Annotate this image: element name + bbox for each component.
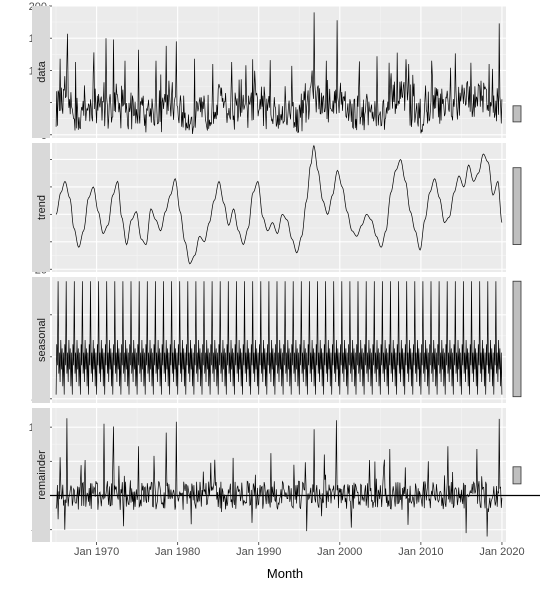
x-tick-label: Jan 1970 bbox=[74, 546, 119, 558]
facet-strip bbox=[32, 6, 50, 138]
range-bar-remainder bbox=[512, 466, 522, 485]
range-bar-seasonal bbox=[512, 280, 522, 398]
x-axis-title: Month bbox=[267, 566, 303, 581]
panel-background bbox=[52, 408, 506, 542]
facet-strip bbox=[32, 143, 50, 272]
panel-background bbox=[52, 143, 506, 272]
facet-label-data: data bbox=[36, 60, 48, 82]
facet-strip bbox=[32, 277, 50, 403]
series-line-seasonal bbox=[55, 281, 503, 395]
range-bar-trend bbox=[512, 167, 522, 245]
range-bar-data bbox=[512, 105, 522, 123]
facet-strip bbox=[32, 408, 50, 542]
x-tick-label: Jan 2020 bbox=[479, 546, 524, 558]
series-line-trend bbox=[55, 144, 503, 265]
facet-label-trend: trend bbox=[36, 195, 48, 220]
panel-trend: 2030405060trend bbox=[32, 143, 522, 276]
x-axis: Jan 1970 Jan 1980 Jan 1990 Jan 2000 Jan 2010… bbox=[74, 542, 525, 558]
x-tick-label: Jan 2010 bbox=[398, 546, 443, 558]
series-line-remainder bbox=[55, 418, 503, 537]
facet-label-remainder: remainder bbox=[36, 450, 48, 500]
panel-seasonal: -10010seasonal bbox=[31, 277, 522, 406]
x-tick-label: Jan 1980 bbox=[155, 546, 200, 558]
panel-data: 050100150200data bbox=[29, 1, 522, 142]
panel-remainder: -50050100remainder bbox=[29, 408, 540, 542]
facet-label-seasonal: seasonal bbox=[36, 318, 48, 362]
panels-group: 050100150200data2030405060trend-10010sea… bbox=[29, 1, 540, 542]
x-tick-label: Jan 1990 bbox=[236, 546, 281, 558]
panel-background bbox=[52, 277, 506, 403]
x-tick-label: Jan 2000 bbox=[317, 546, 362, 558]
series-line-data bbox=[55, 12, 503, 135]
